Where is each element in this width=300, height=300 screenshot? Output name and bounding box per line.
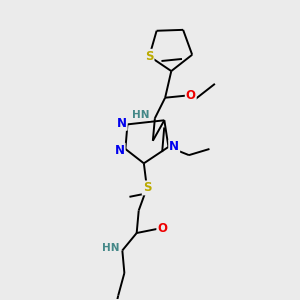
- Text: HN: HN: [102, 243, 119, 254]
- Text: S: S: [143, 182, 151, 194]
- Text: O: O: [157, 222, 167, 236]
- Text: HN: HN: [132, 110, 150, 120]
- Text: O: O: [186, 89, 196, 102]
- Text: N: N: [115, 143, 125, 157]
- Text: N: N: [169, 140, 179, 153]
- Text: N: N: [117, 117, 127, 130]
- Text: S: S: [145, 50, 154, 63]
